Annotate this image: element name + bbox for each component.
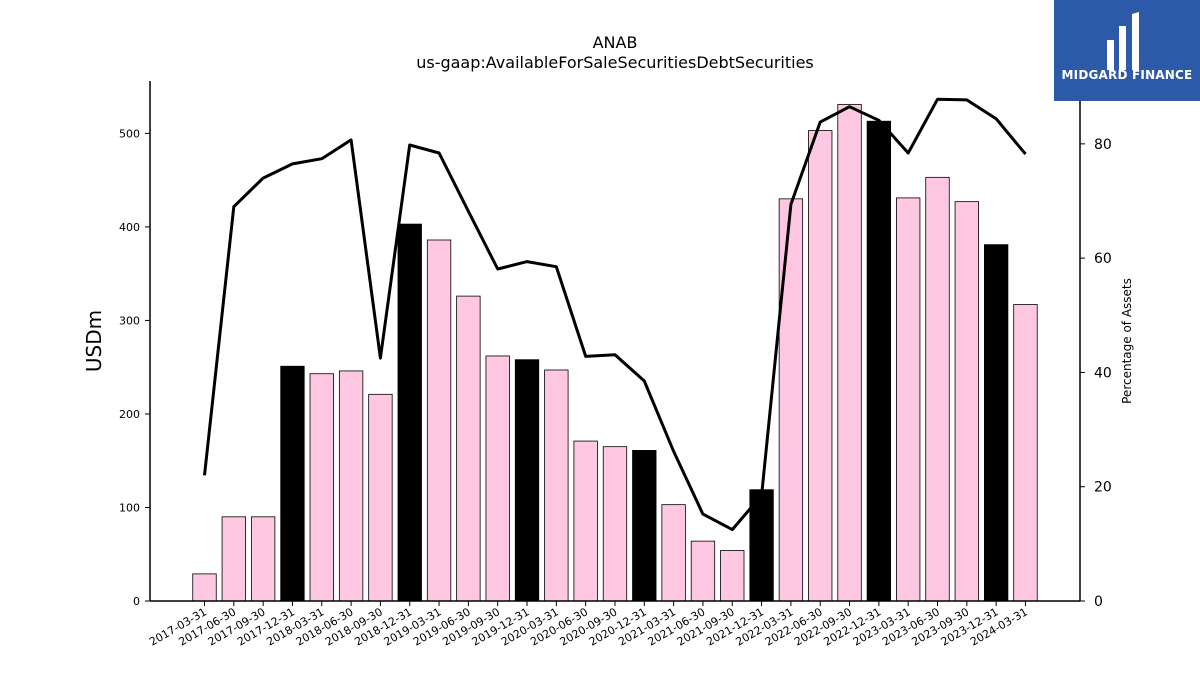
line-group	[203, 97, 1027, 532]
bar	[925, 176, 950, 602]
bar	[778, 198, 804, 602]
bar	[866, 120, 892, 602]
bar	[983, 244, 1009, 602]
bar	[661, 504, 686, 602]
bars-group	[192, 103, 1038, 602]
bar	[544, 369, 569, 602]
chart-subtitle: us-gaap:AvailableForSaleSecuritiesDebtSe…	[416, 53, 814, 72]
bar	[632, 450, 657, 602]
y2-tick-label: 60	[1094, 251, 1112, 267]
bar	[837, 103, 862, 602]
y2-tick-label: 0	[1094, 594, 1103, 610]
y-tick-label: 0	[133, 595, 140, 608]
bar	[690, 540, 716, 602]
y2-tick-label: 80	[1094, 137, 1112, 153]
logo-mark-icon	[1107, 12, 1139, 70]
chart-title: ANAB	[593, 33, 638, 52]
bar	[338, 370, 364, 602]
y2-axis-label: Percentage of Assets	[1120, 278, 1134, 404]
bar	[573, 440, 598, 602]
bar	[514, 359, 540, 602]
y-tick-label: 400	[119, 221, 140, 234]
bar	[485, 355, 510, 602]
bar	[808, 130, 833, 602]
bar	[368, 393, 393, 602]
logo-text: MIDGARD FINANCE	[1061, 68, 1193, 82]
y-tick-label: 300	[119, 314, 140, 327]
bar	[720, 550, 745, 602]
bar	[1013, 304, 1038, 602]
y-tick-label: 200	[119, 408, 140, 421]
bar	[954, 201, 979, 602]
bar	[602, 446, 628, 602]
bar	[896, 197, 921, 602]
bar	[456, 295, 481, 602]
bar	[309, 373, 334, 602]
bar	[250, 516, 276, 602]
series-line	[203, 97, 1027, 532]
y2-tick-label: 40	[1094, 365, 1112, 381]
y2-tick-label: 20	[1094, 480, 1112, 496]
bar	[192, 573, 217, 602]
bar	[397, 223, 422, 602]
y-tick-label: 100	[119, 501, 140, 514]
y-tick-label: 500	[119, 127, 140, 140]
bar	[426, 239, 452, 602]
y-axis-label: USDm	[82, 310, 106, 372]
brand-logo: MIDGARD FINANCE	[1054, 0, 1200, 101]
bar	[221, 516, 246, 602]
bar	[280, 365, 305, 602]
